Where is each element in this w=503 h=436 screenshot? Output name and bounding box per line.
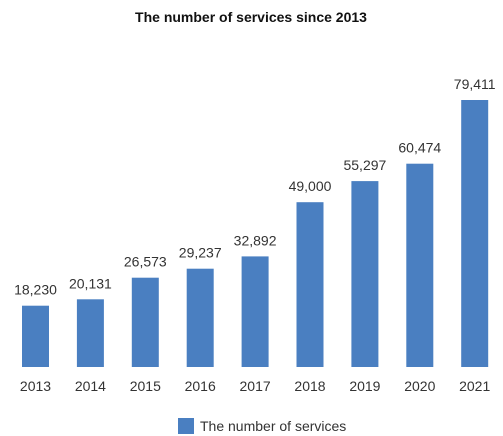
legend: The number of services — [178, 418, 346, 434]
data-label-2019: 55,297 — [343, 157, 386, 173]
chart-title: The number of services since 2013 — [135, 9, 367, 25]
bar-2017 — [241, 256, 269, 367]
data-labels-group: 18,230 20,131 26,573 29,237 32,892 49,000 55,2… — [14, 76, 496, 298]
bar-2013 — [22, 305, 49, 367]
legend-swatch — [178, 418, 194, 434]
bar-2015 — [131, 277, 159, 367]
bar-2020 — [406, 163, 434, 367]
x-tick-2017: 2017 — [240, 378, 271, 394]
x-tick-2014: 2014 — [75, 378, 106, 394]
bar-2016 — [186, 268, 214, 367]
bars-group — [22, 100, 489, 367]
data-label-2021: 79,411 — [454, 76, 496, 92]
data-label-2015: 26,573 — [124, 254, 167, 270]
data-label-2016: 29,237 — [179, 245, 222, 261]
x-tick-2015: 2015 — [130, 378, 161, 394]
data-label-2017: 32,892 — [234, 232, 277, 248]
x-tick-2016: 2016 — [185, 378, 216, 394]
bar-2018 — [296, 202, 324, 367]
x-axis-tick-labels: 2013 2014 2015 2016 2017 2018 2019 2020 2021 — [20, 378, 491, 394]
bar-2021 — [461, 100, 489, 367]
x-tick-2019: 2019 — [349, 378, 380, 394]
x-tick-2020: 2020 — [404, 378, 435, 394]
bar-2014 — [76, 299, 104, 367]
x-tick-2021: 2021 — [459, 378, 490, 394]
x-tick-2018: 2018 — [294, 378, 325, 394]
data-label-2020: 60,474 — [398, 140, 441, 156]
data-label-2018: 49,000 — [289, 178, 332, 194]
x-tick-2013: 2013 — [20, 378, 51, 394]
bar-2019 — [351, 181, 379, 367]
legend-label: The number of services — [200, 418, 346, 434]
data-label-2014: 20,131 — [69, 275, 112, 291]
data-label-2013: 18,230 — [14, 282, 57, 298]
